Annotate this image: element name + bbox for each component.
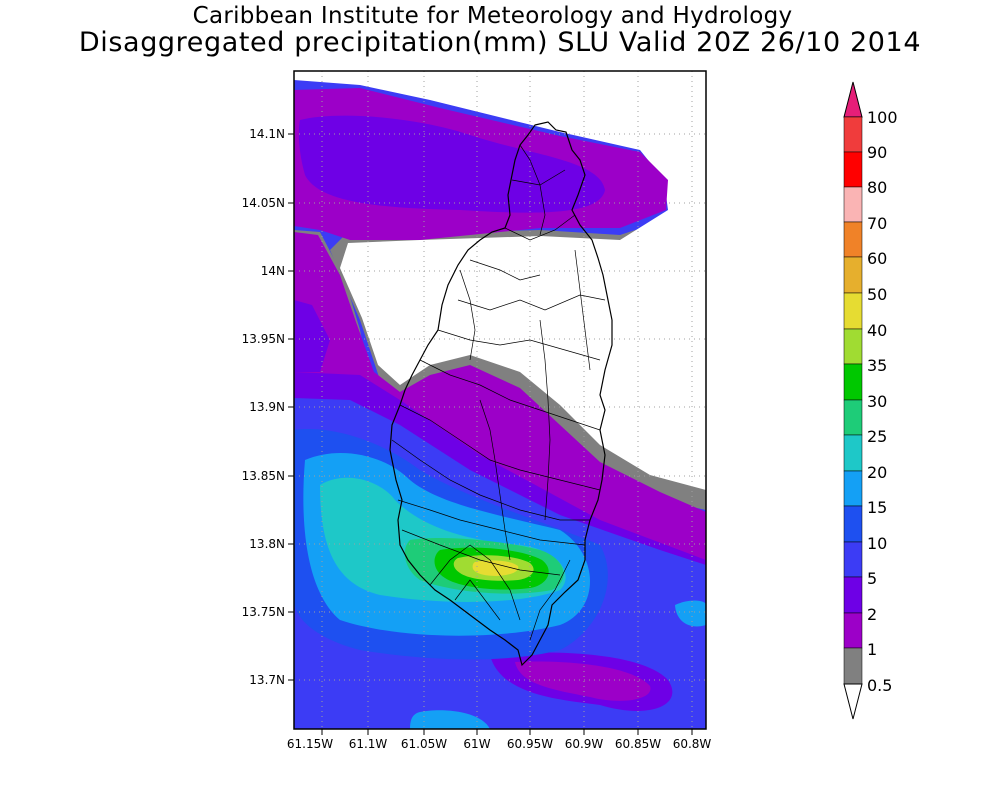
colorbar-swatch [843,399,863,436]
colorbar-level-label: 90 [867,143,887,162]
axis-ticks [288,133,693,735]
colorbar-swatch [843,292,863,330]
colorbar-level-label: 70 [867,214,887,233]
colorbar-swatch [843,576,863,614]
map-grid [294,71,706,729]
colorbar-swatch [843,186,863,223]
lon-tick-label: 60.85W [615,737,661,751]
island-internal-boundaries [391,144,606,641]
lat-tick-label: 13.75N [242,605,285,619]
colorbar-swatch [843,256,863,294]
colorbar-swatch [843,221,863,258]
lat-tick-label: 14.1N [249,127,285,141]
lat-tick-label: 14N [261,264,285,278]
colorbar-swatch [843,541,863,578]
lon-tick-label: 60.95W [507,737,553,751]
colorbar-swatch [843,151,863,188]
colorbar [843,81,863,720]
colorbar-swatch [843,647,863,685]
colorbar-level-label: 60 [867,249,887,268]
title-line-1: Caribbean Institute for Meteorology and … [192,3,793,29]
colorbar-level-label: 5 [867,569,877,588]
colorbar-level-label: 20 [867,463,887,482]
colorbar-swatch [843,505,863,543]
island-outline [389,121,613,667]
precipitation-field [294,71,706,729]
lon-tick-label: 61.15W [287,737,333,751]
colorbar-level-label: 15 [867,498,887,517]
colorbar-level-label: 100 [867,108,898,127]
colorbar-level-label: 1 [867,640,877,659]
colorbar-bottom-triangle [843,683,863,720]
lon-tick-label: 61W [463,737,490,751]
lat-tick-label: 13.8N [249,537,285,551]
colorbar-level-label: 40 [867,321,887,340]
lon-tick-label: 61.05W [401,737,447,751]
colorbar-swatch [843,612,863,649]
map-frame [293,70,707,730]
colorbar-level-label: 25 [867,427,887,446]
lat-tick-label: 13.85N [242,469,285,483]
colorbar-swatch [843,363,863,401]
lat-tick-label: 14.05N [242,196,285,210]
colorbar-level-label: 30 [867,392,887,411]
colorbar-level-label: 80 [867,178,887,197]
lat-tick-label: 13.95N [242,332,285,346]
colorbar-level-label: 2 [867,605,877,624]
lon-tick-label: 60.8W [673,737,712,751]
colorbar-swatch [843,470,863,507]
colorbar-top-triangle [843,81,863,118]
colorbar-swatch [843,116,863,153]
lat-tick-label: 13.9N [249,400,285,414]
lon-tick-label: 61.1W [349,737,388,751]
colorbar-level-label: 10 [867,534,887,553]
lon-tick-label: 60.9W [565,737,604,751]
colorbar-level-label: 50 [867,285,887,304]
title-line-2: Disaggregated precipitation(mm) SLU Vali… [78,27,922,58]
colorbar-swatch [843,328,863,365]
lat-tick-label: 13.7N [249,673,285,687]
colorbar-level-label: 35 [867,356,887,375]
colorbar-level-label: 0.5 [867,676,892,695]
colorbar-swatch [843,434,863,472]
